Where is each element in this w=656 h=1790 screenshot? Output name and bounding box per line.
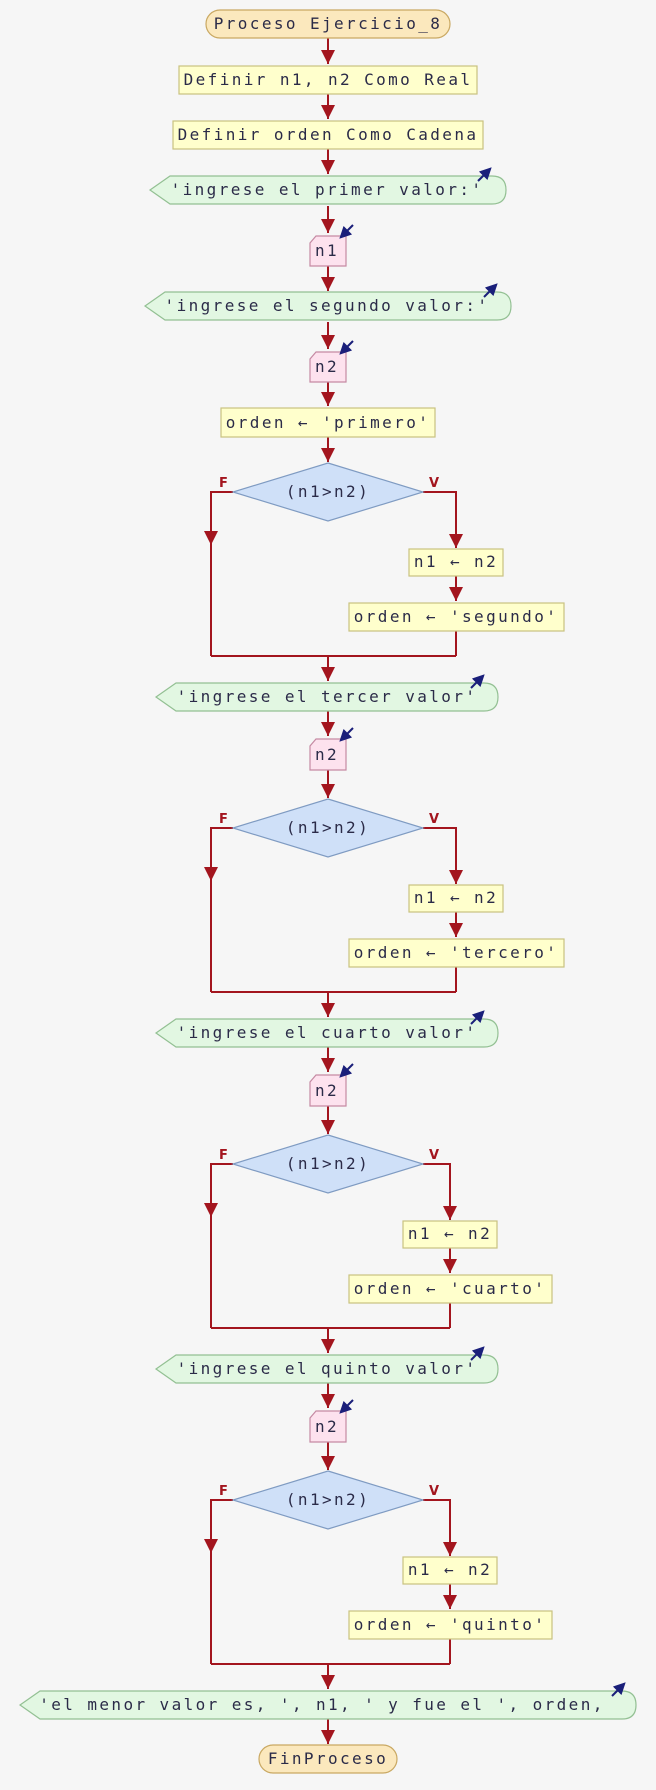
assign-orden-block-2: orden ← 'tercero': [348, 938, 565, 968]
decision-4: (n1>n2) F V: [219, 1470, 439, 1530]
output-final-result: 'el menor valor es, ', n1, ' y fue el ',…: [18, 1682, 637, 1720]
output-prompt-fourth: 'ingrese el cuarto valor': [154, 1010, 499, 1048]
output-prompt-fifth-text: 'ingrese el quinto valor': [177, 1359, 478, 1378]
read-n2-text: n2: [315, 357, 339, 376]
decision-2-condition: (n1>n2): [286, 818, 370, 837]
assign-n1-block-4-text: n1 ← n2: [408, 1560, 492, 1579]
start-label: Proceso Ejercicio_8: [214, 14, 443, 33]
assign-orden-block-2-text: orden ← 'tercero': [354, 943, 559, 962]
input-arrow-icon: [339, 1399, 354, 1414]
read-n1-text: n1: [315, 241, 339, 260]
assign-orden-block-4-text: orden ← 'quinto': [354, 1615, 547, 1634]
end-terminal: FinProceso: [258, 1744, 398, 1774]
output-prompt-third: 'ingrese el tercer valor': [154, 674, 499, 712]
read-n1: n1: [309, 224, 354, 267]
read-n2-block-2-text: n2: [315, 745, 339, 764]
decision-3-false-flag: F: [219, 1148, 228, 1163]
decision-3-true-flag: V: [429, 1148, 439, 1163]
decision-3-condition: (n1>n2): [286, 1154, 370, 1173]
decision-4-false-flag: F: [219, 1484, 228, 1499]
decision-1-false-flag: F: [219, 476, 228, 491]
connectors: [204, 38, 463, 1744]
output-arrow-icon: [470, 1010, 485, 1025]
decision-2: (n1>n2) F V: [219, 798, 439, 858]
read-n2-block-3: n2: [309, 1063, 354, 1107]
assign-n1-block-3-text: n1 ← n2: [408, 1224, 492, 1243]
input-arrow-icon: [339, 340, 354, 355]
output-arrow-icon: [611, 1682, 626, 1697]
output-prompt-first-text: 'ingrese el primer valor:': [171, 180, 484, 199]
input-arrow-icon: [339, 1063, 354, 1078]
output-prompt-second-text: 'ingrese el segundo valor:': [165, 296, 490, 315]
declaration-block: Definir n1, n2 Como Real: [178, 65, 478, 95]
declaration-n1-n2: Definir n1, n2 Como Real: [184, 70, 473, 89]
assign-orden-block-1: orden ← 'segundo': [348, 602, 565, 632]
read-n2: n2: [309, 340, 354, 383]
output-prompt-third-text: 'ingrese el tercer valor': [177, 687, 478, 706]
output-arrow-icon: [477, 167, 492, 182]
assign-n1-block-2: n1 ← n2: [408, 884, 504, 913]
decision-1-condition: (n1>n2): [286, 482, 370, 501]
decision-1: (n1>n2) F V: [219, 462, 439, 522]
assign-n1-block-2-text: n1 ← n2: [414, 888, 498, 907]
decision-3: (n1>n2) F V: [219, 1134, 439, 1194]
decision-2-true-flag: V: [429, 812, 439, 827]
assign-orden-block-4: orden ← 'quinto': [348, 1610, 553, 1640]
output-prompt-fourth-text: 'ingrese el cuarto valor': [177, 1023, 478, 1042]
output-final-result-text: 'el menor valor es, ', n1, ' y fue el ',…: [39, 1695, 605, 1714]
output-prompt-second: 'ingrese el segundo valor:': [143, 283, 512, 321]
decision-1-true-flag: V: [429, 476, 439, 491]
read-n2-block-2: n2: [309, 727, 354, 771]
assign-orden-primero: orden ← 'primero': [220, 407, 436, 438]
assign-n1-block-1-text: n1 ← n2: [414, 552, 498, 571]
start-terminal: Proceso Ejercicio_8: [205, 9, 451, 39]
assign-orden-primero-text: orden ← 'primero': [226, 413, 431, 432]
decision-4-true-flag: V: [429, 1484, 439, 1499]
output-arrow-icon: [470, 1346, 485, 1361]
decision-4-condition: (n1>n2): [286, 1490, 370, 1509]
input-arrow-icon: [339, 224, 354, 239]
output-prompt-first: 'ingrese el primer valor:': [148, 167, 507, 205]
assign-orden-block-3-text: orden ← 'cuarto': [354, 1279, 547, 1298]
declaration-orden: Definir orden Como Cadena: [178, 125, 479, 144]
read-n2-block-4: n2: [309, 1399, 354, 1443]
decision-2-false-flag: F: [219, 812, 228, 827]
output-arrow-icon: [483, 283, 498, 298]
output-arrow-icon: [470, 674, 485, 689]
output-prompt-fifth: 'ingrese el quinto valor': [154, 1346, 499, 1384]
read-n2-block-3-text: n2: [315, 1081, 339, 1100]
assign-n1-block-1: n1 ← n2: [408, 548, 504, 577]
assign-orden-block-1-text: orden ← 'segundo': [354, 607, 559, 626]
assign-n1-block-4: n1 ← n2: [402, 1556, 498, 1585]
assign-orden-block-3: orden ← 'cuarto': [348, 1274, 553, 1304]
assign-n1-block-3: n1 ← n2: [402, 1220, 498, 1249]
end-label: FinProceso: [268, 1749, 388, 1768]
input-arrow-icon: [339, 727, 354, 742]
read-n2-block-4-text: n2: [315, 1417, 339, 1436]
declaration-block: Definir orden Como Cadena: [172, 120, 484, 150]
